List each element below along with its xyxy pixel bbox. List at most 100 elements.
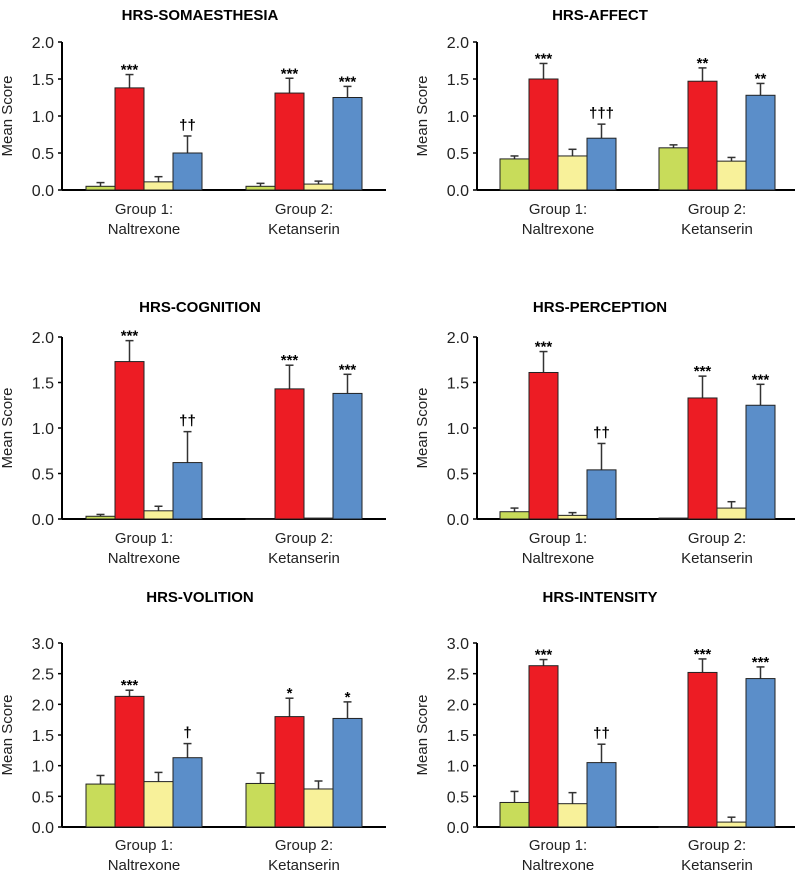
significance-marker: *** <box>281 352 299 369</box>
significance-marker: *** <box>121 62 139 79</box>
bar <box>586 137 617 191</box>
x-category-label: Naltrexone <box>522 550 595 567</box>
x-category-label: Group 1: <box>115 837 173 854</box>
bar <box>143 181 174 191</box>
x-category-label: Group 2: <box>688 837 746 854</box>
chart-panel-hrs-volition: HRS-VOLITION Mean Score 0.0 0.5 1.0 1.5 2.0 2.5… <box>0 589 386 874</box>
x-category-label: Ketanserin <box>268 221 340 238</box>
x-category-label: Naltrexone <box>522 857 595 874</box>
x-category-label: Group 2: <box>275 530 333 547</box>
chart-panel-hrs-perception: HRS-PERCEPTION Mean Score 0.0 0.5 1.0 1.5 2.0 *… <box>414 299 795 567</box>
x-category-label: Ketanserin <box>681 550 753 567</box>
x-category-label: Naltrexone <box>108 221 181 238</box>
y-tick-label: 0.0 <box>32 820 54 837</box>
x-category-label: Ketanserin <box>681 221 753 238</box>
bar <box>658 147 689 191</box>
bar <box>172 757 203 828</box>
x-category-label: Group 2: <box>688 530 746 547</box>
bar <box>85 783 116 828</box>
bar <box>528 371 559 520</box>
significance-marker: *** <box>535 339 553 356</box>
chart-title: HRS-INTENSITY <box>542 589 657 606</box>
bar <box>658 826 689 828</box>
y-tick-label: 1.0 <box>32 421 54 438</box>
x-category-label: Naltrexone <box>108 550 181 567</box>
y-tick-label: 0.5 <box>32 467 54 484</box>
significance-marker: †† <box>593 725 610 742</box>
significance-marker: *** <box>535 50 553 67</box>
y-tick-label: 0.0 <box>32 183 54 200</box>
chart-title: HRS-SOMAESTHESIA <box>122 7 279 24</box>
significance-marker: *** <box>694 363 712 380</box>
bar <box>658 517 689 520</box>
x-category-label: Group 1: <box>115 530 173 547</box>
bar <box>85 185 116 191</box>
significance-marker: ** <box>697 55 709 72</box>
bar <box>114 361 145 520</box>
bar <box>332 97 363 191</box>
y-axis-label: Mean Score <box>414 388 431 469</box>
y-tick-label: 2.0 <box>32 330 54 347</box>
significance-marker: *** <box>121 328 139 345</box>
bar <box>143 781 174 828</box>
bar <box>586 762 617 828</box>
y-tick-label: 1.5 <box>32 376 54 393</box>
significance-marker: † <box>183 725 191 742</box>
bar <box>557 155 588 191</box>
bar <box>274 388 305 520</box>
significance-marker: * <box>287 685 293 702</box>
y-tick-label: 0.5 <box>32 146 54 163</box>
y-tick-label: 0.0 <box>447 512 469 529</box>
y-tick-label: 1.5 <box>447 72 469 89</box>
bar <box>143 510 174 520</box>
chart-title: HRS-PERCEPTION <box>533 299 667 316</box>
bar <box>274 92 305 191</box>
significance-marker: †† <box>179 413 196 430</box>
y-tick-label: 2.0 <box>447 35 469 52</box>
y-tick-label: 2.0 <box>447 697 469 714</box>
bar <box>332 392 363 520</box>
bar <box>499 158 530 191</box>
bar <box>716 821 747 828</box>
chart-title: HRS-VOLITION <box>146 589 254 606</box>
bar <box>172 152 203 191</box>
significance-marker: *** <box>752 371 770 388</box>
chart-panel-hrs-intensity: HRS-INTENSITY Mean Score 0.0 0.5 1.0 1.5 2.0 2.… <box>414 589 795 874</box>
y-tick-label: 0.5 <box>447 467 469 484</box>
bar <box>586 469 617 520</box>
significance-marker: *** <box>535 647 553 664</box>
x-category-label: Group 1: <box>115 201 173 218</box>
significance-marker: *** <box>694 646 712 663</box>
bar <box>245 185 276 191</box>
y-axis-label: Mean Score <box>0 388 16 469</box>
y-axis-label: Mean Score <box>0 695 16 776</box>
bar <box>687 397 718 520</box>
y-tick-label: 1.0 <box>447 421 469 438</box>
significance-marker: ††† <box>589 105 614 122</box>
x-category-label: Naltrexone <box>108 857 181 874</box>
bar <box>114 695 145 828</box>
y-tick-label: 1.0 <box>447 109 469 126</box>
x-category-label: Ketanserin <box>268 550 340 567</box>
y-tick-label: 1.5 <box>447 728 469 745</box>
y-tick-label: 1.5 <box>447 376 469 393</box>
bar <box>528 665 559 828</box>
y-tick-label: 0.0 <box>32 512 54 529</box>
x-category-label: Group 2: <box>275 201 333 218</box>
bar <box>274 716 305 828</box>
y-tick-label: 2.0 <box>32 697 54 714</box>
significance-marker: †† <box>593 424 610 441</box>
y-tick-label: 3.0 <box>32 636 54 653</box>
significance-marker: *** <box>121 677 139 694</box>
y-axis-label: Mean Score <box>414 695 431 776</box>
bar <box>499 801 530 828</box>
chart-panel-hrs-cognition: HRS-COGNITION Mean Score 0.0 0.5 1.0 1.5 2.0 **… <box>0 299 386 567</box>
y-tick-label: 0.0 <box>447 820 469 837</box>
significance-marker: *** <box>281 65 299 82</box>
x-category-label: Naltrexone <box>522 221 595 238</box>
bar <box>716 160 747 191</box>
y-tick-label: 2.5 <box>447 667 469 684</box>
bar <box>528 78 559 191</box>
x-category-label: Ketanserin <box>681 857 753 874</box>
